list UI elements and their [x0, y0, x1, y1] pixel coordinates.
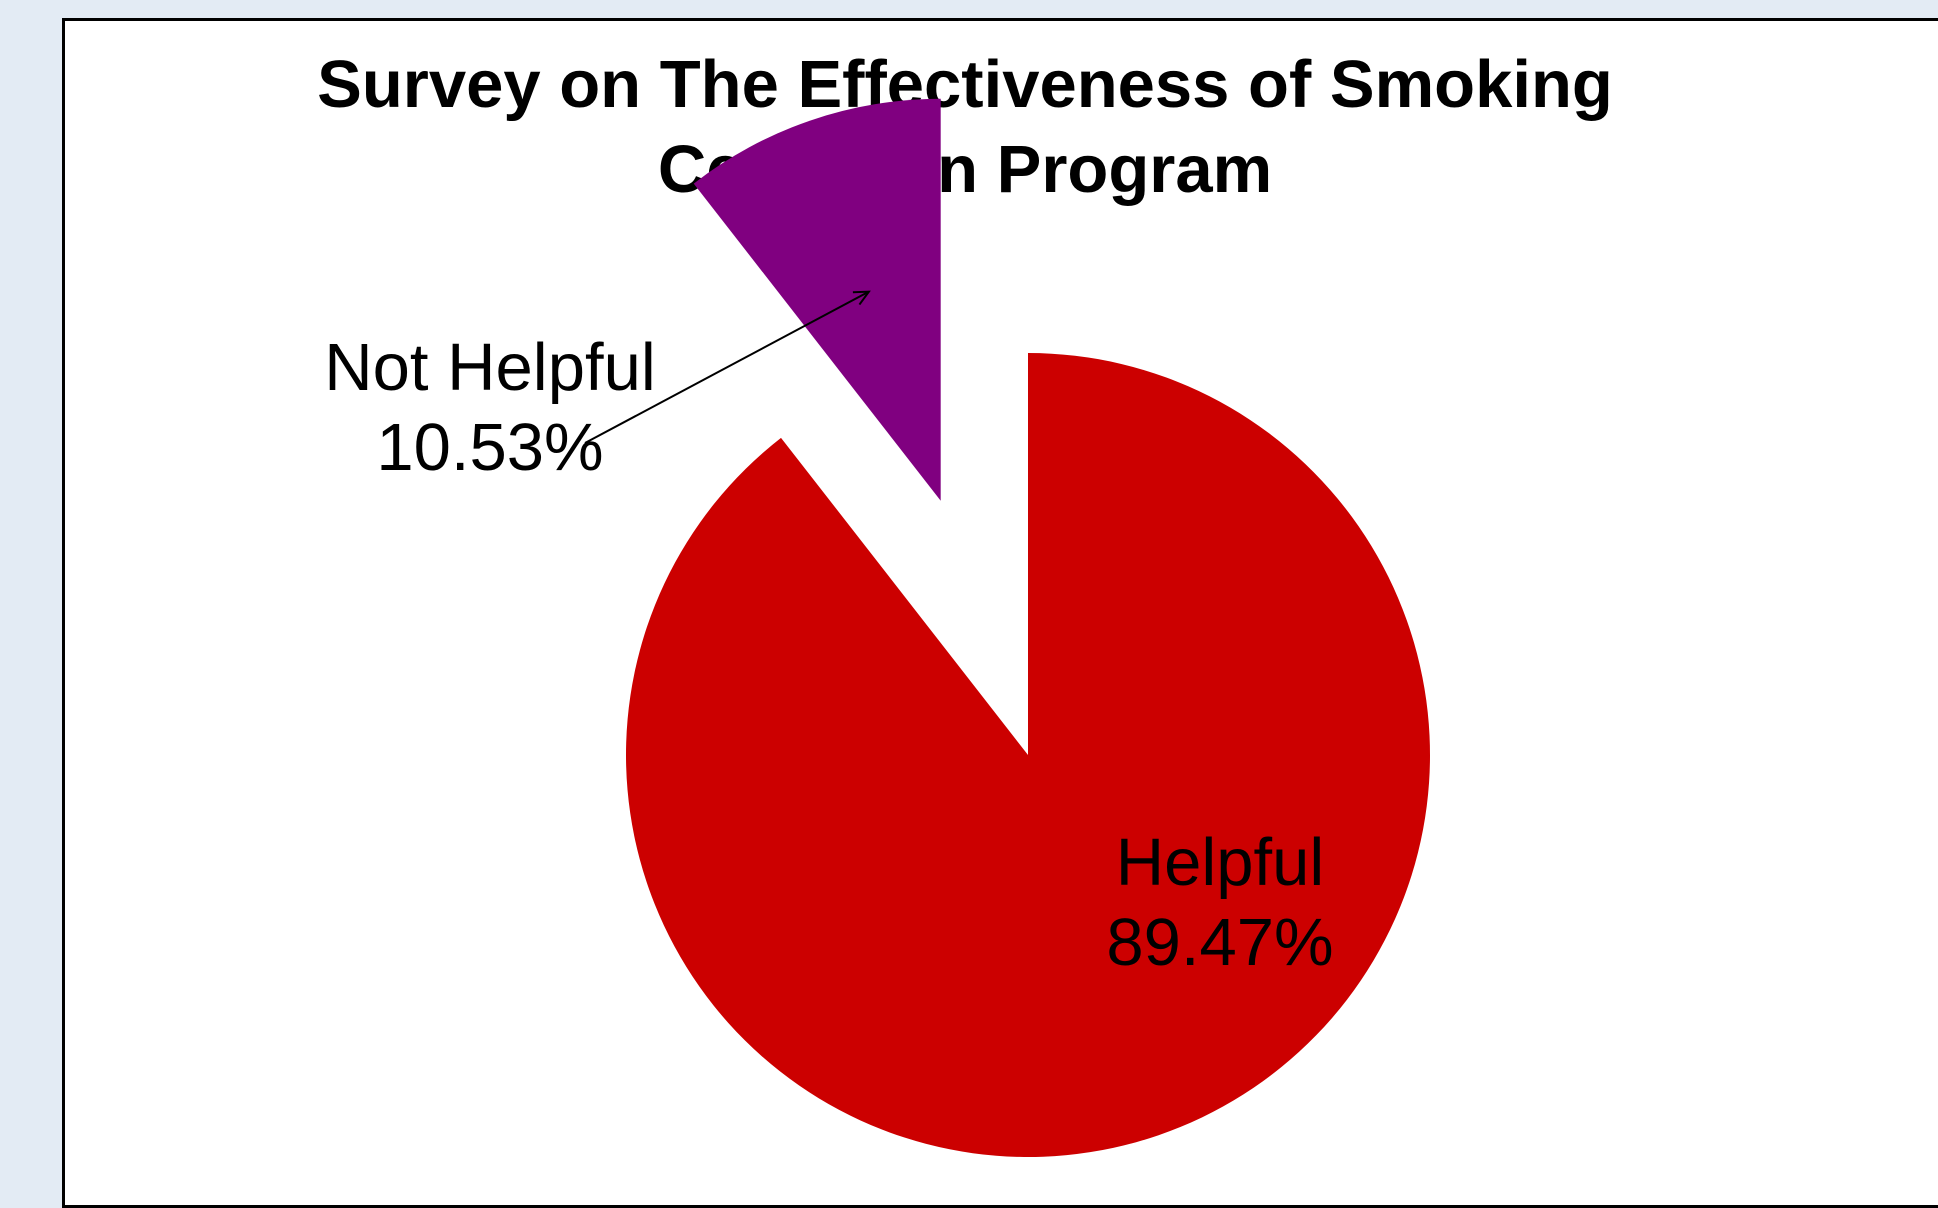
data-label-not-helpful-name: Not Helpful: [324, 330, 655, 405]
data-label-helpful-name: Helpful: [1116, 825, 1325, 900]
data-label-not-helpful-value: 10.53%: [376, 410, 603, 485]
pie-slice-helpful: [626, 353, 1430, 1157]
leader-arrowhead-not-helpful: [852, 290, 871, 306]
leader-line-not-helpful: [584, 290, 870, 444]
chart-title: Survey on The Effectiveness of Smoking C…: [0, 42, 1930, 212]
data-label-helpful-value: 89.47%: [1106, 905, 1333, 980]
chart-title-line-1: Survey on The Effectiveness of Smoking: [317, 47, 1613, 122]
pie-slice-not-helpful: [693, 98, 941, 501]
pie-slices: [626, 98, 1430, 1157]
